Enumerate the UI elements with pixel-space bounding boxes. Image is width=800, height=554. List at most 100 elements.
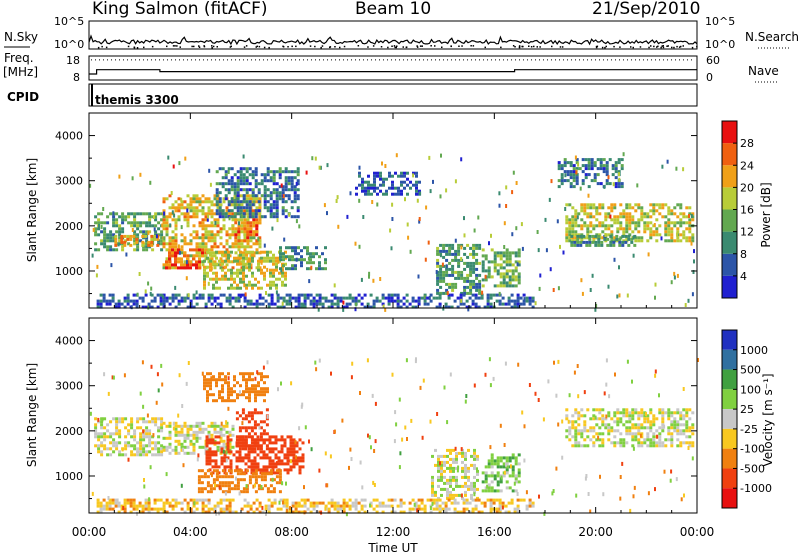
velocity-cell-0 xyxy=(139,435,143,439)
velocity-cell-3 xyxy=(241,438,245,442)
power-cell-1 xyxy=(114,234,118,238)
velocity-cell-8 xyxy=(634,432,638,436)
velocity-cell-0 xyxy=(124,417,128,421)
velocity-cell-6 xyxy=(476,487,479,491)
velocity-cell-5 xyxy=(209,387,212,391)
power-cell-10 xyxy=(655,203,659,207)
velocity-cell-8 xyxy=(580,444,584,448)
velocity-cell-3 xyxy=(220,459,224,463)
velocity-cell-5 xyxy=(227,390,230,394)
power-speckle xyxy=(355,302,358,307)
velocity-cell-8 xyxy=(574,411,578,415)
power-cell-2 xyxy=(162,200,166,204)
velocity-speckle xyxy=(465,394,468,398)
power-cell-2 xyxy=(192,200,196,204)
power-cell-2 xyxy=(258,242,262,246)
velocity-cell-1 xyxy=(207,430,211,434)
power-cell-10 xyxy=(670,233,674,237)
velocity-cell-4 xyxy=(257,487,261,491)
velocity-cell-0 xyxy=(133,432,137,436)
velocity-cell-8 xyxy=(676,429,680,433)
power-cell-5 xyxy=(275,206,279,210)
velocity-cell-9 xyxy=(351,501,355,505)
velocity-speckle xyxy=(258,425,261,430)
velocity-cell-3 xyxy=(286,453,290,457)
power-cell-10 xyxy=(640,218,644,222)
power-cell-6 xyxy=(224,277,227,281)
power-cell-14 xyxy=(339,299,343,303)
velocity-cell-7 xyxy=(517,480,521,484)
power-speckle xyxy=(556,219,559,224)
velocity-cell-4 xyxy=(239,490,243,494)
power-cell-10 xyxy=(565,239,569,243)
power-speckle xyxy=(271,226,274,231)
velocity-cell-6 xyxy=(437,457,440,461)
power-cell-14 xyxy=(270,296,274,300)
power-speckle xyxy=(89,183,92,188)
power-cell-14 xyxy=(381,293,385,297)
velocity-cell-7 xyxy=(493,474,497,478)
velocity-cell-1 xyxy=(186,427,190,431)
power-cell-5 xyxy=(245,176,249,180)
velocity-cell-7 xyxy=(481,480,485,484)
velocity-cell-3 xyxy=(217,465,221,469)
power-cell-2 xyxy=(168,242,172,246)
velocity-cell-3 xyxy=(265,456,269,460)
velocity-cell-8 xyxy=(673,420,677,424)
power-cell-4 xyxy=(240,218,244,222)
power-cell-11 xyxy=(582,234,586,238)
velocity-cell-1 xyxy=(192,448,196,452)
velocity-speckle xyxy=(489,383,492,388)
power-cell-5 xyxy=(287,179,291,183)
velocity-cell-9 xyxy=(114,498,118,502)
velocity-cell-0 xyxy=(154,417,158,421)
power-cell-13 xyxy=(403,180,406,184)
velocity-cell-0 xyxy=(118,417,122,421)
power-cell-5 xyxy=(215,194,219,198)
velocity-cell-6 xyxy=(473,454,476,458)
power-cell-8 xyxy=(439,285,443,289)
power-cell-3 xyxy=(180,266,183,270)
velocity-cell-3 xyxy=(274,447,278,451)
power-cell-5 xyxy=(227,179,231,183)
velocity-cell-9 xyxy=(99,507,103,511)
velocity-cell-9 xyxy=(414,501,418,505)
power-cell-2 xyxy=(213,236,217,240)
velocity-cell-6 xyxy=(473,463,476,467)
velocity-speckle xyxy=(348,465,350,470)
velocity-cell-8 xyxy=(592,426,596,430)
power-cell-10 xyxy=(625,230,629,234)
velocity-speckle xyxy=(395,422,398,427)
velocity-cell-0 xyxy=(118,429,122,433)
power-cell-12 xyxy=(569,164,573,168)
power-speckle xyxy=(581,291,584,296)
power-cell-10 xyxy=(652,212,656,216)
power-cell-8 xyxy=(436,273,440,277)
power-cell-10 xyxy=(580,227,584,231)
power-cell-9 xyxy=(481,266,485,270)
power-cell-12 xyxy=(587,185,591,189)
nsearch-dot xyxy=(662,45,664,47)
velocity-cell-4 xyxy=(227,481,231,485)
power-cell-0 xyxy=(151,215,155,219)
power-cell-12 xyxy=(578,167,582,171)
power-cell-12 xyxy=(557,161,561,165)
power-cell-12 xyxy=(602,158,606,162)
velocity-cell-3 xyxy=(298,465,302,469)
power-cell-2 xyxy=(162,263,166,267)
velocity-cell-8 xyxy=(631,417,635,421)
power-cell-6 xyxy=(272,256,275,260)
velocity-cell-6 xyxy=(443,463,446,467)
velocity-cell-3 xyxy=(253,456,257,460)
power-cell-2 xyxy=(246,197,250,201)
velocity-cell-6 xyxy=(449,457,452,461)
power-cell-11 xyxy=(624,240,628,244)
velocity-cell-9 xyxy=(228,501,232,505)
velocity-cell-9 xyxy=(363,510,367,514)
velocity-cell-0 xyxy=(115,444,119,448)
velocity-cell-0 xyxy=(139,447,143,451)
velocity-speckle xyxy=(148,497,151,502)
power-speckle xyxy=(275,290,278,295)
power-cell-2 xyxy=(255,251,259,255)
power-cell-8 xyxy=(454,249,458,253)
